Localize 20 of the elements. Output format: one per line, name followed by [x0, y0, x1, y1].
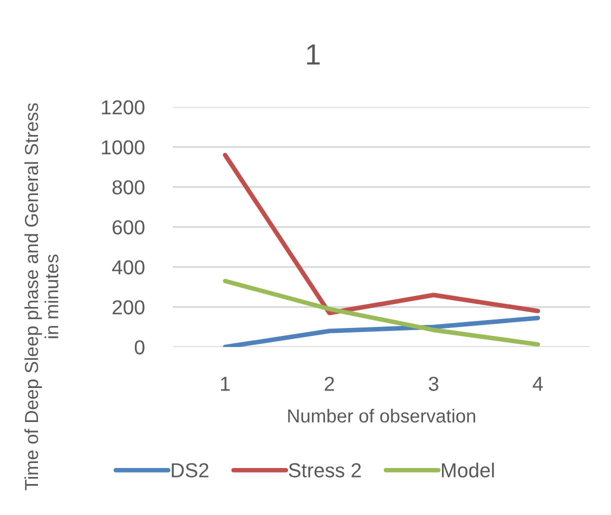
y-tick-label: 0	[134, 340, 144, 354]
y-tick-label: 1200	[102, 100, 144, 114]
line-series	[222, 278, 540, 347]
y-axis-title: Time of Deep Sleep phase and General Stress in minutes	[24, 103, 58, 490]
x-tick-label: 2	[324, 376, 334, 391]
legend-label: Stress 2	[288, 463, 361, 478]
y-tick-label: 200	[112, 300, 144, 314]
y-tick-label: 600	[112, 220, 144, 234]
y-tick-label: 400	[112, 260, 144, 274]
x-axis-title: Number of observation	[288, 408, 476, 423]
chart-title: 1	[307, 44, 320, 65]
legend-label: Model	[442, 462, 494, 478]
legend-label: DS2	[172, 463, 208, 478]
line-series	[222, 316, 540, 347]
x-tick-label: 4	[532, 376, 543, 391]
y-tick-label: 800	[112, 180, 144, 194]
x-tick-label: 3	[428, 376, 438, 391]
line-series	[222, 152, 540, 316]
y-tick-label: 1000	[102, 140, 144, 154]
x-tick-label: 1	[221, 376, 230, 391]
